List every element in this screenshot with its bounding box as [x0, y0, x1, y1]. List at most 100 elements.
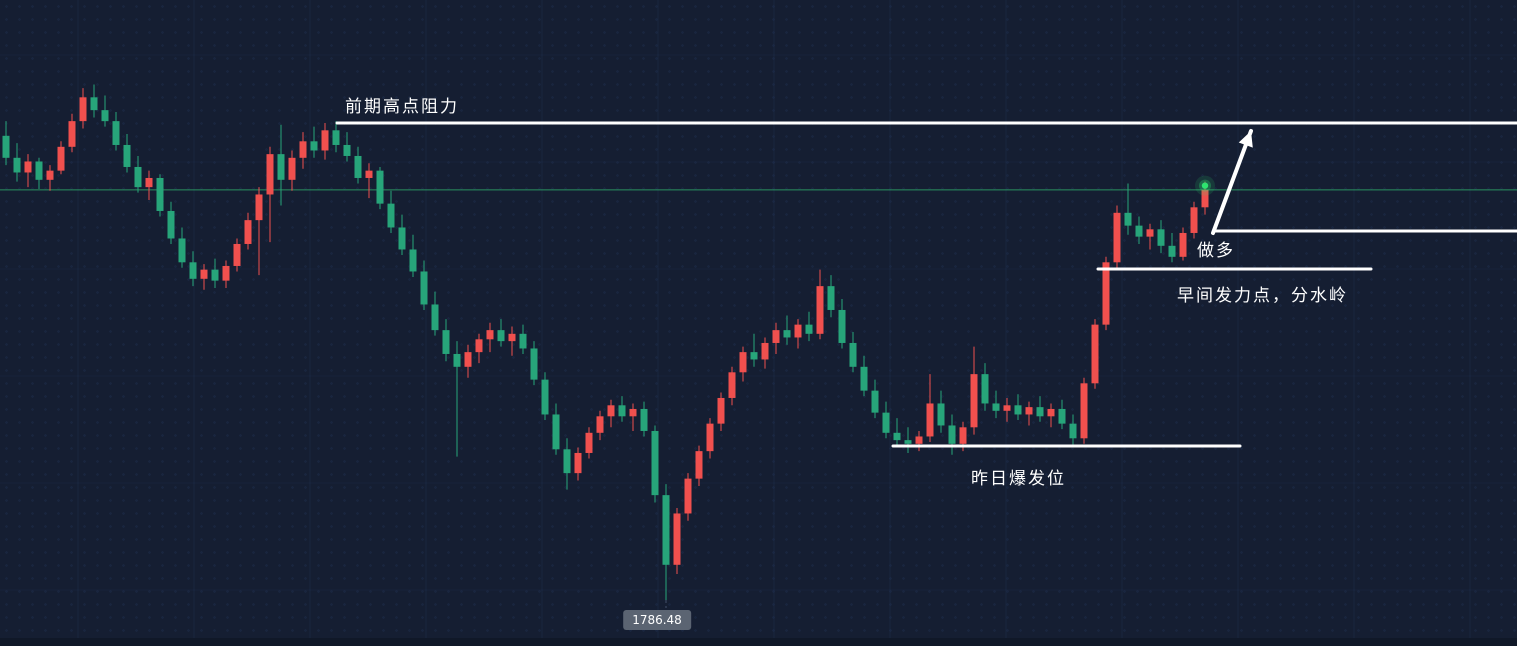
candle-body	[684, 478, 692, 514]
candle-body	[365, 170, 373, 178]
candle-body	[1190, 207, 1198, 233]
candle-body	[90, 97, 98, 111]
candle-body	[145, 177, 153, 188]
candle-body	[541, 379, 549, 415]
candle-body	[387, 203, 395, 228]
candle-body	[24, 161, 32, 173]
candle-body	[948, 425, 956, 444]
candle-body	[35, 161, 43, 180]
candle-body	[453, 353, 461, 367]
candle-body	[1157, 229, 1165, 246]
candle-body	[398, 227, 406, 250]
candle-body	[706, 423, 714, 452]
candle-body	[189, 262, 197, 279]
go-long-arrow	[1211, 129, 1253, 235]
candle-body	[167, 210, 175, 239]
candle-body	[882, 412, 890, 433]
candle-body	[970, 374, 978, 428]
candle-body	[959, 427, 967, 444]
candle-body	[46, 170, 54, 180]
candle-body	[849, 342, 857, 367]
candle-body	[486, 330, 494, 340]
candle-body	[981, 374, 989, 404]
candle-body	[827, 286, 835, 310]
candle-body	[519, 333, 527, 349]
time-axis-bar	[0, 638, 1517, 646]
candle-body	[860, 366, 868, 391]
candle-body	[805, 324, 813, 334]
candle-body	[354, 155, 362, 178]
candle-body	[244, 220, 252, 244]
candle-body	[761, 342, 769, 360]
candle-body	[893, 432, 901, 441]
candle-body	[816, 286, 824, 334]
candle-body	[552, 414, 560, 450]
candle-body	[783, 330, 791, 338]
candle-body	[101, 110, 109, 122]
morning-level-annotation-label: 早间发力点，分水岭	[1177, 286, 1348, 305]
candle-body	[1058, 408, 1066, 424]
candle-body	[332, 130, 340, 145]
candle-body	[530, 348, 538, 380]
candle-body	[794, 324, 802, 338]
candle-body	[739, 352, 747, 373]
candle-body	[662, 495, 670, 565]
candle-body	[640, 408, 648, 431]
candle-body	[222, 265, 230, 281]
candle-body	[1102, 262, 1110, 325]
candle-body	[1179, 232, 1187, 257]
candle-body	[926, 403, 934, 437]
candle-body	[112, 121, 120, 145]
candle-body	[134, 166, 142, 188]
candle-body	[772, 330, 780, 343]
candle-body	[1047, 408, 1055, 417]
candle-body	[13, 157, 21, 173]
yesterday-breakout-annotation-label: 昨日爆发位	[971, 469, 1066, 488]
candle-body	[1014, 405, 1022, 415]
candle-body	[211, 269, 219, 281]
candle-body	[1003, 405, 1011, 411]
candle-body	[629, 408, 637, 417]
candle-body	[321, 130, 329, 151]
candle-body	[618, 405, 626, 417]
candle-body	[288, 157, 296, 180]
candle-body	[1036, 407, 1044, 417]
go-long-arrowhead	[1238, 131, 1253, 148]
candle-body	[1069, 423, 1077, 439]
candle-body	[343, 144, 351, 156]
candle-body	[563, 449, 571, 474]
candle-body	[442, 330, 450, 354]
candle-body	[79, 97, 87, 122]
candle-body	[233, 243, 241, 266]
candle-body	[266, 154, 274, 195]
candle-body	[673, 513, 681, 565]
candle-body	[420, 271, 428, 305]
candle-body	[2, 135, 10, 158]
candle-body	[1146, 229, 1154, 237]
candle-body	[1135, 225, 1143, 237]
candle-body	[695, 451, 703, 479]
candle-body	[255, 194, 263, 221]
go-long-annotation-label: 做多	[1197, 241, 1235, 260]
resistance-annotation-label: 前期高点阻力	[345, 97, 459, 116]
candle-body	[607, 405, 615, 417]
candle-body	[717, 397, 725, 424]
candle-body	[299, 141, 307, 158]
candle-body	[574, 452, 582, 474]
candle-body	[1025, 407, 1033, 415]
candle-body	[431, 304, 439, 331]
candle-body	[1113, 212, 1121, 263]
candle-body	[1201, 189, 1209, 208]
candle-body	[277, 154, 285, 180]
candle-body	[1124, 212, 1132, 226]
candle-body	[915, 436, 923, 444]
candle-body	[200, 269, 208, 279]
candle-body	[497, 330, 505, 342]
candle-body	[585, 432, 593, 453]
candle-body	[178, 238, 186, 263]
candle-body	[1168, 245, 1176, 257]
candle-body	[1091, 324, 1099, 384]
candle-body	[57, 146, 65, 171]
